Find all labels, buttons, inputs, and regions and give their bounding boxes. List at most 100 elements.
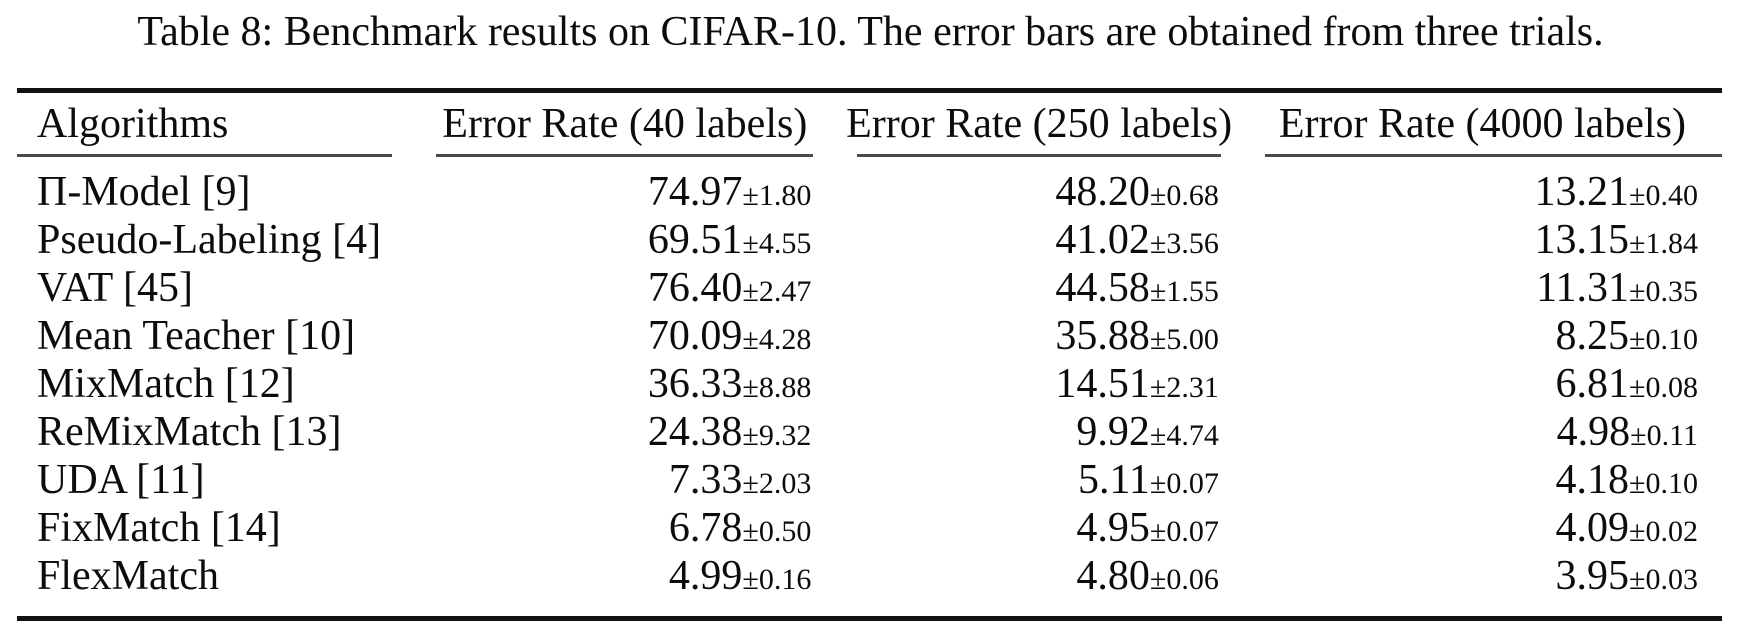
column-rule-algorithms [17,154,393,157]
error-rate-4000-cell: 4.18±0.10 [1243,458,1722,506]
table-caption: Table 8: Benchmark results on CIFAR-10. … [137,9,1604,55]
error-rate-40-cell: 7.33±2.03 [414,458,835,506]
error-rate-250-cell: 48.20±0.68 [835,157,1242,218]
table-row: ReMixMatch [13] 24.38±9.32 9.92±4.74 4.9… [17,410,1722,458]
error-margin: ±4.74 [1149,419,1219,452]
table-row: MixMatch [12] 36.33±8.88 14.51±2.31 6.81… [17,362,1722,410]
error-rate-250-cell: 5.11±0.07 [835,458,1242,506]
column-header-error-250: Error Rate (250 labels) [846,101,1233,147]
error-margin: ±2.31 [1149,371,1219,404]
benchmark-table: Algorithms Error Rate (40 labels) Error … [17,88,1722,621]
column-rule-error-4000 [1264,154,1722,157]
error-margin: ±0.68 [1149,179,1219,212]
error-margin: ±2.03 [742,467,812,500]
header-rule-row [17,147,1722,157]
error-margin: ±1.80 [742,179,812,212]
header-row: Algorithms Error Rate (40 labels) Error … [17,91,1722,148]
error-rate-4000-cell: 4.09±0.02 [1243,506,1722,554]
algorithm-cell: MixMatch [12] [37,361,295,407]
error-margin: ±0.16 [742,563,812,596]
error-margin: ±0.50 [742,515,812,548]
error-rate-4000-cell: 8.25±0.10 [1243,314,1722,362]
error-margin: ±9.32 [742,419,812,452]
error-rate-250-cell: 4.80±0.06 [835,554,1242,619]
column-rule-error-250 [857,154,1221,157]
error-rate-4000-cell: 3.95±0.03 [1243,554,1722,619]
error-rate-40-cell: 76.40±2.47 [414,266,835,314]
column-header-error-40: Error Rate (40 labels) [442,101,808,147]
error-margin: ±0.35 [1629,275,1698,308]
error-rate-4000-cell: 6.81±0.08 [1243,362,1722,410]
error-value: 74.97 [647,169,743,215]
error-value: 4.18 [1555,457,1630,503]
error-rate-250-cell: 9.92±4.74 [835,410,1242,458]
error-value: 3.95 [1555,553,1630,599]
table-body: Π-Model [9] 74.97±1.80 48.20±0.68 13.21±… [17,157,1722,619]
error-rate-40-cell: 69.51±4.55 [414,218,835,266]
error-margin: ±1.55 [1149,275,1219,308]
error-value: 14.51 [1055,361,1150,407]
error-margin: ±0.10 [1629,323,1698,356]
error-margin: ±5.00 [1149,323,1219,356]
table-row: Π-Model [9] 74.97±1.80 48.20±0.68 13.21±… [17,157,1722,218]
error-rate-40-cell: 36.33±8.88 [414,362,835,410]
error-value: 36.33 [647,361,743,407]
table-row: VAT [45] 76.40±2.47 44.58±1.55 11.31±0.3… [17,266,1722,314]
error-value: 35.88 [1055,313,1150,359]
error-value: 13.21 [1534,169,1630,215]
error-margin: ±0.07 [1149,515,1219,548]
error-margin: ±0.11 [1630,419,1698,452]
algorithm-cell: Pseudo-Labeling [4] [37,217,382,263]
algorithm-cell: ReMixMatch [13] [37,409,342,455]
error-rate-40-cell: 70.09±4.28 [414,314,835,362]
error-margin: ±0.02 [1629,515,1698,548]
error-margin: ±0.10 [1629,467,1698,500]
column-rule-error-40 [436,154,814,157]
error-margin: ±3.56 [1149,227,1219,260]
error-margin: ±8.88 [742,371,812,404]
error-value: 6.78 [668,505,743,551]
table-row: UDA [11] 7.33±2.03 5.11±0.07 4.18±0.10 [17,458,1722,506]
error-value: 9.92 [1076,409,1150,455]
error-value: 5.11 [1077,457,1150,503]
error-margin: ±0.40 [1629,179,1698,212]
error-value: 4.98 [1556,409,1631,455]
table-header: Algorithms Error Rate (40 labels) Error … [17,91,1722,157]
error-value: 4.95 [1076,505,1150,551]
error-value: 4.09 [1555,505,1630,551]
error-value: 4.80 [1076,553,1150,599]
error-value: 41.02 [1055,217,1150,263]
error-value: 13.15 [1534,217,1630,263]
error-value: 76.40 [647,265,743,311]
error-rate-250-cell: 44.58±1.55 [835,266,1242,314]
error-value: 11.31 [1536,265,1630,311]
column-header-algorithms: Algorithms [37,101,229,147]
error-margin: ±4.28 [742,323,812,356]
error-rate-40-cell: 6.78±0.50 [414,506,835,554]
error-rate-250-cell: 41.02±3.56 [835,218,1242,266]
error-value: 7.33 [668,457,743,503]
error-rate-40-cell: 4.99±0.16 [414,554,835,619]
error-value: 4.99 [668,553,743,599]
error-margin: ±0.07 [1149,467,1219,500]
algorithm-cell: Mean Teacher [10] [37,313,356,359]
algorithm-cell: FixMatch [14] [37,505,281,551]
error-margin: ±0.03 [1629,563,1698,596]
column-header-error-4000: Error Rate (4000 labels) [1278,101,1686,147]
error-rate-250-cell: 35.88±5.00 [835,314,1242,362]
error-value: 70.09 [647,313,743,359]
error-rate-4000-cell: 13.21±0.40 [1243,157,1722,218]
table-row: FlexMatch 4.99±0.16 4.80±0.06 3.95±0.03 [17,554,1722,619]
error-value: 48.20 [1055,169,1150,215]
algorithm-cell: FlexMatch [37,553,219,599]
error-value: 44.58 [1055,265,1150,311]
table-row: Pseudo-Labeling [4] 69.51±4.55 41.02±3.5… [17,218,1722,266]
algorithm-cell: Π-Model [9] [37,169,251,215]
error-margin: ±2.47 [742,275,812,308]
error-value: 24.38 [647,409,743,455]
error-rate-40-cell: 74.97±1.80 [414,157,835,218]
error-margin: ±4.55 [742,227,812,260]
error-margin: ±0.08 [1629,371,1698,404]
error-margin: ±1.84 [1629,227,1698,260]
